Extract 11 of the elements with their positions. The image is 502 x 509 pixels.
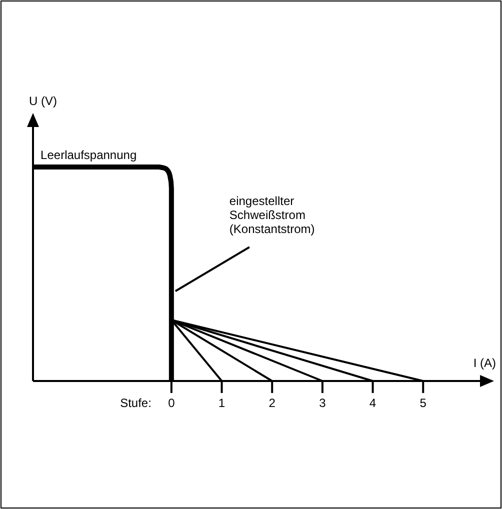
- x-tick-label: 3: [319, 396, 326, 410]
- x-tick-label: 1: [218, 396, 226, 410]
- x-tick-label: 0: [168, 396, 176, 410]
- x-tick-label: 5: [420, 396, 427, 410]
- y-axis-title: U (V): [29, 94, 57, 108]
- x-tick-label: 4: [369, 396, 376, 410]
- x-tick-label: 2: [268, 396, 276, 410]
- annotation: Leerlaufspannung: [40, 148, 137, 162]
- text: Stufe:: [120, 396, 152, 410]
- x-axis-title: I (A): [473, 356, 496, 370]
- annotation: eingestellter Schweißstrom (Konstantstrom): [229, 194, 315, 236]
